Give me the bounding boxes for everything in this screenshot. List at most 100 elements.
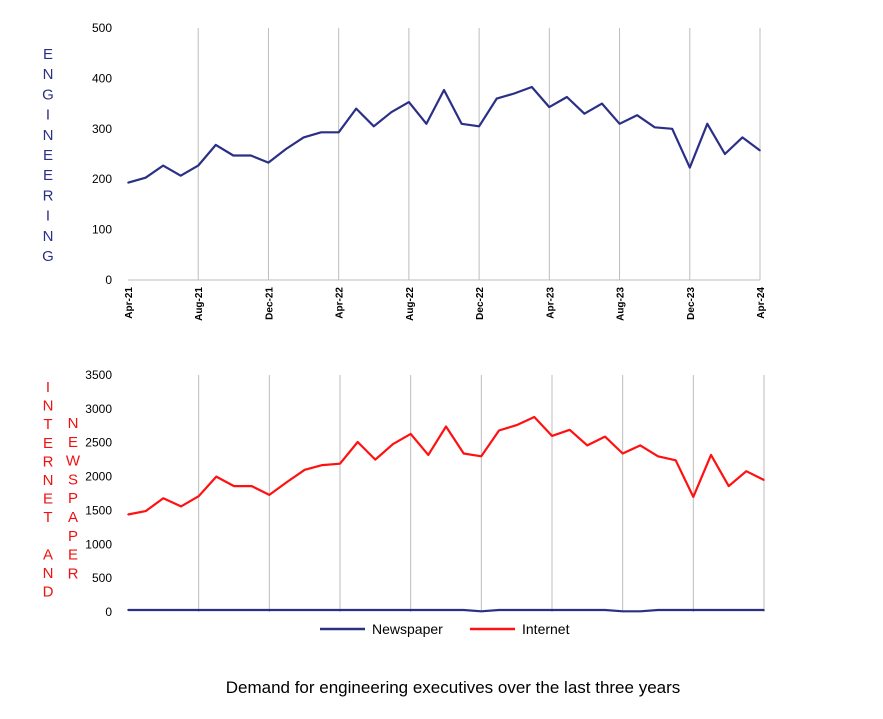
- engineering-axis-letter: I: [46, 208, 50, 225]
- internet-data-point: [445, 425, 447, 428]
- top-y-tick-label: 300: [92, 122, 112, 136]
- top-y-tick-label: 200: [92, 172, 112, 186]
- top-x-tick-label: Apr-23: [545, 287, 556, 319]
- newspaper-data-point: [321, 609, 324, 611]
- legend: Newspaper Internet: [320, 621, 570, 637]
- newspaper-data-point: [374, 609, 377, 611]
- engineering-data-point: [320, 131, 322, 134]
- engineering-data-point: [460, 122, 463, 125]
- internet-data-point: [339, 462, 341, 465]
- internet-data-point: [604, 435, 606, 438]
- internet-data-point: [356, 441, 359, 443]
- bottom-y-tick-label: 1500: [85, 503, 112, 517]
- newspaper-data-point: [356, 609, 359, 611]
- top-x-tick-label: Apr-24: [756, 287, 767, 319]
- engineering-chart: 0 100 200 300 400 500 Apr-21 Aug-21 Dec-21 Apr-22…: [42, 21, 767, 321]
- engineering-data-point: [250, 154, 252, 157]
- newspaper-data-point: [462, 609, 465, 611]
- internet-data-point: [533, 416, 536, 418]
- engineering-data-point: [162, 164, 164, 167]
- internet-axis-letter: R: [43, 453, 54, 470]
- engineering-data-point: [671, 128, 674, 130]
- internet-data-point: [374, 458, 377, 461]
- newspaper-data-point: [604, 609, 606, 611]
- engineering-data-point: [127, 181, 129, 184]
- newspaper-data-point: [215, 609, 218, 611]
- newspaper-data-point: [144, 609, 147, 611]
- engineering-axis-letter: G: [42, 86, 54, 103]
- top-x-tick-label: Aug-23: [616, 287, 627, 321]
- engineering-series-line: [127, 85, 761, 184]
- newspaper-data-point: [286, 609, 288, 611]
- internet-data-point: [674, 459, 677, 462]
- engineering-data-point: [566, 96, 568, 98]
- newspaper-data-point: [657, 609, 659, 611]
- internet-data-point: [197, 495, 200, 498]
- bottom-y-tick-label: 1000: [85, 537, 112, 551]
- engineering-data-point: [688, 166, 691, 169]
- engineering-data-point: [601, 102, 603, 105]
- newspaper-data-point: [427, 609, 430, 611]
- engineering-axis-letter: R: [43, 187, 54, 204]
- internet-data-point: [233, 485, 235, 487]
- internet-axis-letter: T: [43, 416, 52, 433]
- engineering-data-point: [355, 107, 358, 110]
- engineering-data-point: [741, 136, 744, 139]
- newspaper-axis-letter: A: [68, 509, 78, 526]
- chart-caption: Demand for engineering executives over t…: [226, 678, 681, 697]
- top-y-tick-label: 500: [92, 21, 112, 35]
- newspaper-data-point: [568, 609, 571, 611]
- top-x-tick-label: Dec-22: [475, 287, 486, 320]
- engineering-data-point: [179, 174, 182, 177]
- bottom-y-tick-label: 2500: [85, 436, 112, 450]
- engineering-data-point: [372, 125, 375, 128]
- internet-data-point: [268, 494, 271, 496]
- newspaper-data-point: [250, 609, 253, 611]
- internet-data-point: [568, 429, 571, 431]
- newspaper-axis-letter: R: [68, 565, 79, 582]
- engineering-data-point: [337, 131, 340, 134]
- bottom-y-tick-label: 0: [105, 605, 112, 619]
- newspaper-data-point: [674, 609, 677, 611]
- newspaper-data-point: [586, 609, 589, 611]
- engineering-axis-letter: E: [43, 46, 53, 63]
- engineering-data-point: [390, 111, 393, 113]
- newspaper-data-point: [710, 609, 712, 611]
- internet-axis-letter: N: [43, 398, 54, 415]
- top-x-tick-label: Apr-22: [335, 287, 346, 319]
- engineering-axis-letter: G: [42, 248, 54, 265]
- engineering-data-point: [232, 154, 235, 157]
- top-x-tick-label: Aug-21: [194, 287, 205, 321]
- engineering-axis-letter: N: [43, 228, 54, 245]
- internet-data-point: [639, 444, 642, 447]
- internet-data-point: [586, 444, 589, 447]
- engineering-data-point: [197, 164, 200, 167]
- newspaper-axis-letter: N: [68, 415, 79, 432]
- internet-axis-letter: N: [43, 565, 54, 582]
- top-x-tick-label: Aug-22: [405, 287, 416, 321]
- engineering-axis-letter: N: [43, 127, 54, 144]
- engineering-data-point: [443, 89, 445, 91]
- engineering-data-point: [618, 122, 621, 125]
- newspaper-axis-letter: E: [68, 434, 78, 451]
- newspaper-data-point: [533, 609, 536, 611]
- top-y-tick-label: 0: [105, 273, 112, 287]
- internet-data-point: [250, 485, 253, 487]
- internet-data-point: [745, 470, 748, 472]
- newspaper-data-point: [480, 610, 483, 613]
- newspaper-axis-letter: E: [68, 547, 78, 564]
- internet-data-point: [409, 433, 412, 435]
- internet-data-point: [321, 464, 324, 466]
- engineering-axis-letter: I: [46, 107, 50, 124]
- newspaper-data-point: [763, 609, 765, 611]
- bottom-y-tick-label: 2000: [85, 470, 112, 484]
- internet-data-point: [710, 454, 712, 456]
- legend-internet-label: Internet: [522, 621, 570, 637]
- internet-series-line: [127, 415, 765, 516]
- engineering-data-point: [724, 153, 726, 155]
- internet-newspaper-chart: 0500100015002000250030003500INTERNETANDN…: [43, 368, 765, 619]
- internet-data-point: [180, 505, 182, 508]
- engineering-data-point: [285, 148, 287, 150]
- internet-data-point: [515, 424, 518, 426]
- internet-axis-letter: E: [43, 491, 53, 508]
